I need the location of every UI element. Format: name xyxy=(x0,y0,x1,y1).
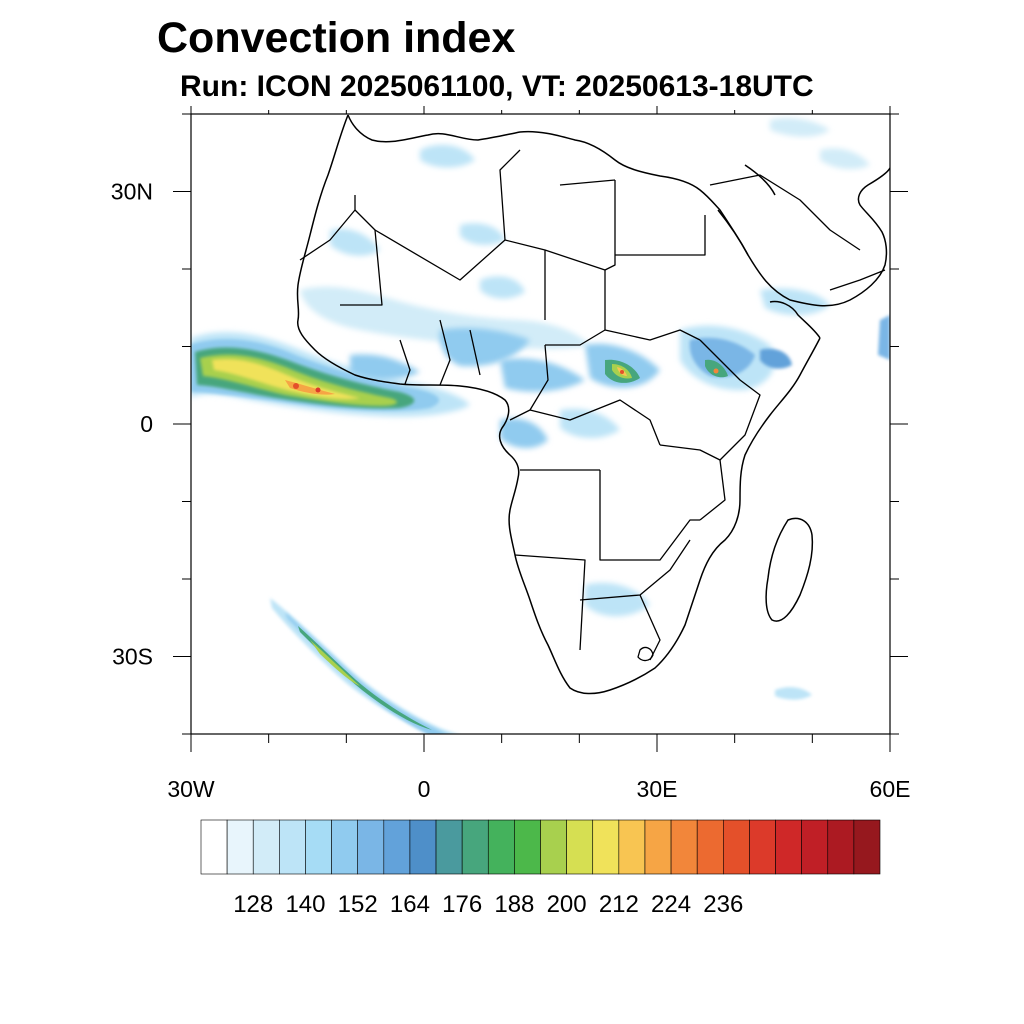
colorbar-swatch xyxy=(801,819,829,875)
colorbar-swatch xyxy=(383,819,411,875)
colorbar-label: 140 xyxy=(285,891,325,918)
map-axes: 30W 0 30E 60E 30N 0 30S xyxy=(111,106,911,802)
colorbar-swatch xyxy=(514,819,541,875)
colorbar-swatch xyxy=(409,819,437,875)
colorbar-swatch xyxy=(305,819,332,875)
colorbar-swatch xyxy=(487,819,515,875)
y-tick-label: 30S xyxy=(112,644,153,670)
chart-subtitle: Run: ICON 2025061100, VT: 20250613-18UTC xyxy=(180,70,814,103)
colorbar-label: 164 xyxy=(390,891,430,918)
colorbar-swatch xyxy=(644,819,672,875)
y-tick-label: 30N xyxy=(111,179,153,205)
colorbar-swatch xyxy=(592,819,620,875)
colorbar-label: 152 xyxy=(338,891,378,918)
convection-field xyxy=(191,118,890,734)
colorbar-swatch xyxy=(723,819,750,875)
colorbar-swatch xyxy=(357,819,385,875)
colorbar-swatch xyxy=(540,819,567,875)
colorbar-swatch xyxy=(200,819,228,875)
y-tick-label: 0 xyxy=(140,411,153,437)
x-tick-label: 0 xyxy=(418,776,431,802)
country-borders xyxy=(299,149,886,662)
colorbar-label: 224 xyxy=(651,891,691,918)
x-tick-label: 60E xyxy=(870,776,911,802)
colorbar-swatch xyxy=(461,819,489,875)
colorbar-swatch xyxy=(435,819,463,875)
map-frame xyxy=(190,113,891,735)
colorbar-swatch xyxy=(331,819,358,875)
colorbar-swatch xyxy=(670,819,698,875)
colorbar-swatch xyxy=(279,819,306,875)
colorbar-label: 176 xyxy=(442,891,482,918)
colorbar-swatch xyxy=(696,819,724,875)
colorbar-swatch xyxy=(226,819,254,875)
colorbar-label: 128 xyxy=(233,891,273,918)
colorbar-swatch xyxy=(618,819,646,875)
colorbar-label: 236 xyxy=(703,891,743,918)
colorbar-swatch xyxy=(775,819,802,875)
colorbar-swatch xyxy=(566,819,594,875)
chart-title: Convection index xyxy=(157,14,516,62)
x-tick-label: 30W xyxy=(167,776,215,802)
x-tick-label: 30E xyxy=(637,776,678,802)
colorbar-label: 188 xyxy=(494,891,534,918)
colorbar: 128 140 152 164 176 188 200 212 224 236 xyxy=(200,819,881,918)
colorbar-swatch xyxy=(252,819,280,875)
colorbar-label: 200 xyxy=(547,891,587,918)
colorbar-swatch xyxy=(749,819,776,875)
colorbar-swatch xyxy=(853,819,881,875)
coastlines xyxy=(296,114,890,695)
colorbar-swatch xyxy=(827,819,855,875)
colorbar-label: 212 xyxy=(599,891,639,918)
